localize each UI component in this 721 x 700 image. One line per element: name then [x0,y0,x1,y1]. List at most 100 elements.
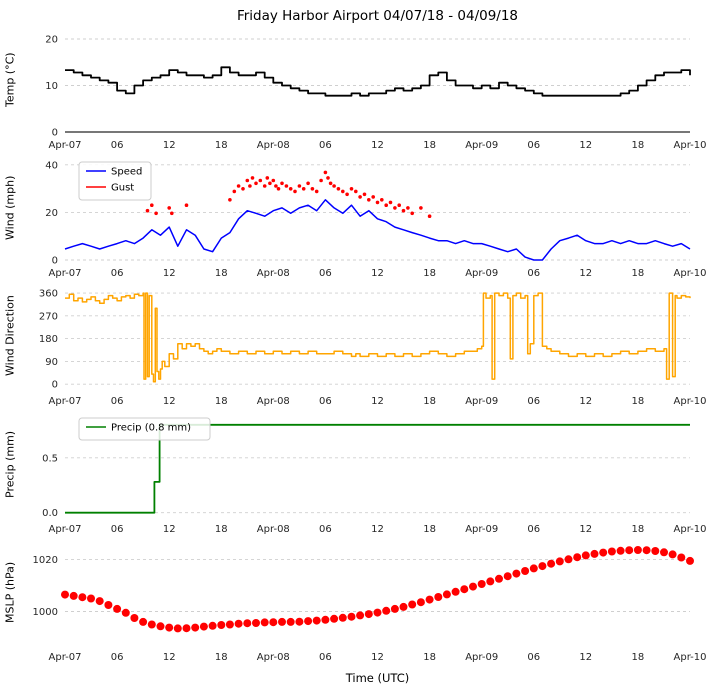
mslp-xtick-label: 18 [215,652,228,663]
mslp-marker [156,622,165,631]
mslp-marker [477,580,486,588]
wind-marker [427,214,432,218]
mslp-marker [555,557,564,566]
temp-xtick-label: 12 [163,140,176,151]
temp-xtick-label: Apr-07 [49,140,82,151]
mslp-xtick-label: 18 [632,652,645,663]
mslp-xtick-label: Apr-08 [257,652,290,663]
mslp-marker [104,601,113,609]
wind-marker [345,192,349,197]
wind-marker [170,211,174,216]
wind-xtick-label: 06 [527,268,540,279]
mslp-marker [113,604,122,613]
mslp-marker [599,548,608,557]
precip-xtick-label: 18 [632,524,645,535]
mslp-xtick-label: 06 [319,652,332,663]
mslp-marker [616,546,625,555]
wind-xtick-label: 18 [215,268,228,279]
mslp-xtick-label: 06 [111,652,124,663]
wind-marker [419,206,423,210]
wind-marker [150,203,154,207]
wind-marker [167,206,171,210]
precip-xtick-label: 18 [215,524,228,535]
mslp-xtick-label: 12 [371,652,384,663]
mslp-svg: 1000 1020 Apr-07 06 12 18 Apr-08 06 12 18 Apr-09 06… [33,546,707,663]
temp-xtick-label: Apr-09 [465,140,498,151]
mslp-marker [538,562,547,571]
wind-plot-area: 0 20 40 Apr-07 06 12 18 Apr-08 06 12 18 Apr-09 06 12 1… [0,156,721,284]
temp-ytick-label: 20 [45,35,58,46]
mslp-marker [495,574,503,583]
mslp-marker [416,598,425,607]
mslp-marker [651,547,660,555]
wind-xtick-label: Apr-08 [257,268,290,279]
wind-marker [349,187,354,191]
wind-marker [397,203,402,207]
mslp-xtick-label: 12 [579,652,592,663]
wind-xtick-label: Apr-10 [674,268,707,279]
mslp-marker [686,556,694,565]
chart-title: Friday Harbor Airport 04/07/18 - 04/09/1… [236,8,519,24]
wind-marker [388,200,393,205]
mslp-xtick-label: Apr-10 [674,652,707,663]
mslp-marker [581,551,590,560]
mslp-marker [607,547,616,556]
precip-xtick-label: 12 [371,524,384,535]
wind-direction-line [65,292,691,383]
wind-marker [154,211,158,216]
wind-marker [262,184,267,188]
mslp-marker [382,606,391,615]
precip-ytick-label: 0.5 [42,453,58,464]
wind-direction-xtick-label: 06 [319,396,332,407]
wind-xtick-label: 18 [423,268,436,279]
temp-plot-area: 0 10 20 Apr-07 06 12 18 Apr-08 06 12 18 Apr-09 06 12 1… [0,28,721,156]
wind-marker [410,211,415,216]
precip-ytick-label: 0.0 [42,508,58,519]
temp-xtick-label: 12 [579,140,592,151]
mslp-marker [625,546,634,555]
mslp-marker [590,549,599,558]
mslp-marker [564,555,573,564]
mslp-xtick-label: 12 [163,652,176,663]
mslp-marker [399,602,408,611]
precip-xtick-label: 12 [163,524,176,535]
mslp-marker [338,613,347,622]
wind-marker [354,189,358,194]
wind-line [64,199,691,261]
mslp-marker [182,624,191,633]
wind-marker [265,176,270,180]
wind-marker [284,184,289,188]
wind-legend-label: Speed [111,167,142,178]
wind-marker [380,198,384,202]
temp-xtick-label: Apr-10 [674,140,707,151]
wind-legend-label: Gust [111,183,134,194]
wind-marker [371,195,376,199]
mslp-marker [469,582,477,591]
wind-marker [250,176,255,180]
mslp-marker [633,546,642,554]
mslp-marker [191,623,200,632]
mslp-marker [234,619,243,628]
wind-xtick-label: 18 [632,268,645,279]
mslp-marker [451,587,460,596]
wind-marker [328,181,333,186]
wind-marker [406,206,410,210]
mslp-marker [503,572,512,581]
wind-marker [274,184,278,188]
wind-marker [232,189,237,194]
subplot-temp: Temp (°C) 0 10 20 Apr-07 06 12 18 Apr-08 06 12 18 A… [0,28,721,156]
subplot-precip: Precip (mm) 0.0 0.5 Apr-07 06 12 18 Apr-08 06 12… [0,412,721,540]
wind-marker [306,181,310,186]
temp-xtick-label: 18 [215,140,228,151]
wind-marker [301,187,306,191]
precip-xtick-label: 12 [579,524,592,535]
mslp-marker [286,617,295,626]
wind-direction-xtick-label: Apr-10 [674,396,707,407]
mslp-xtick-label: Apr-07 [49,652,82,663]
mslp-marker [547,559,556,568]
mslp-marker [295,617,304,626]
wind-marker [341,189,345,194]
temp-ytick-label: 0 [52,128,58,139]
wind-marker [241,187,245,191]
